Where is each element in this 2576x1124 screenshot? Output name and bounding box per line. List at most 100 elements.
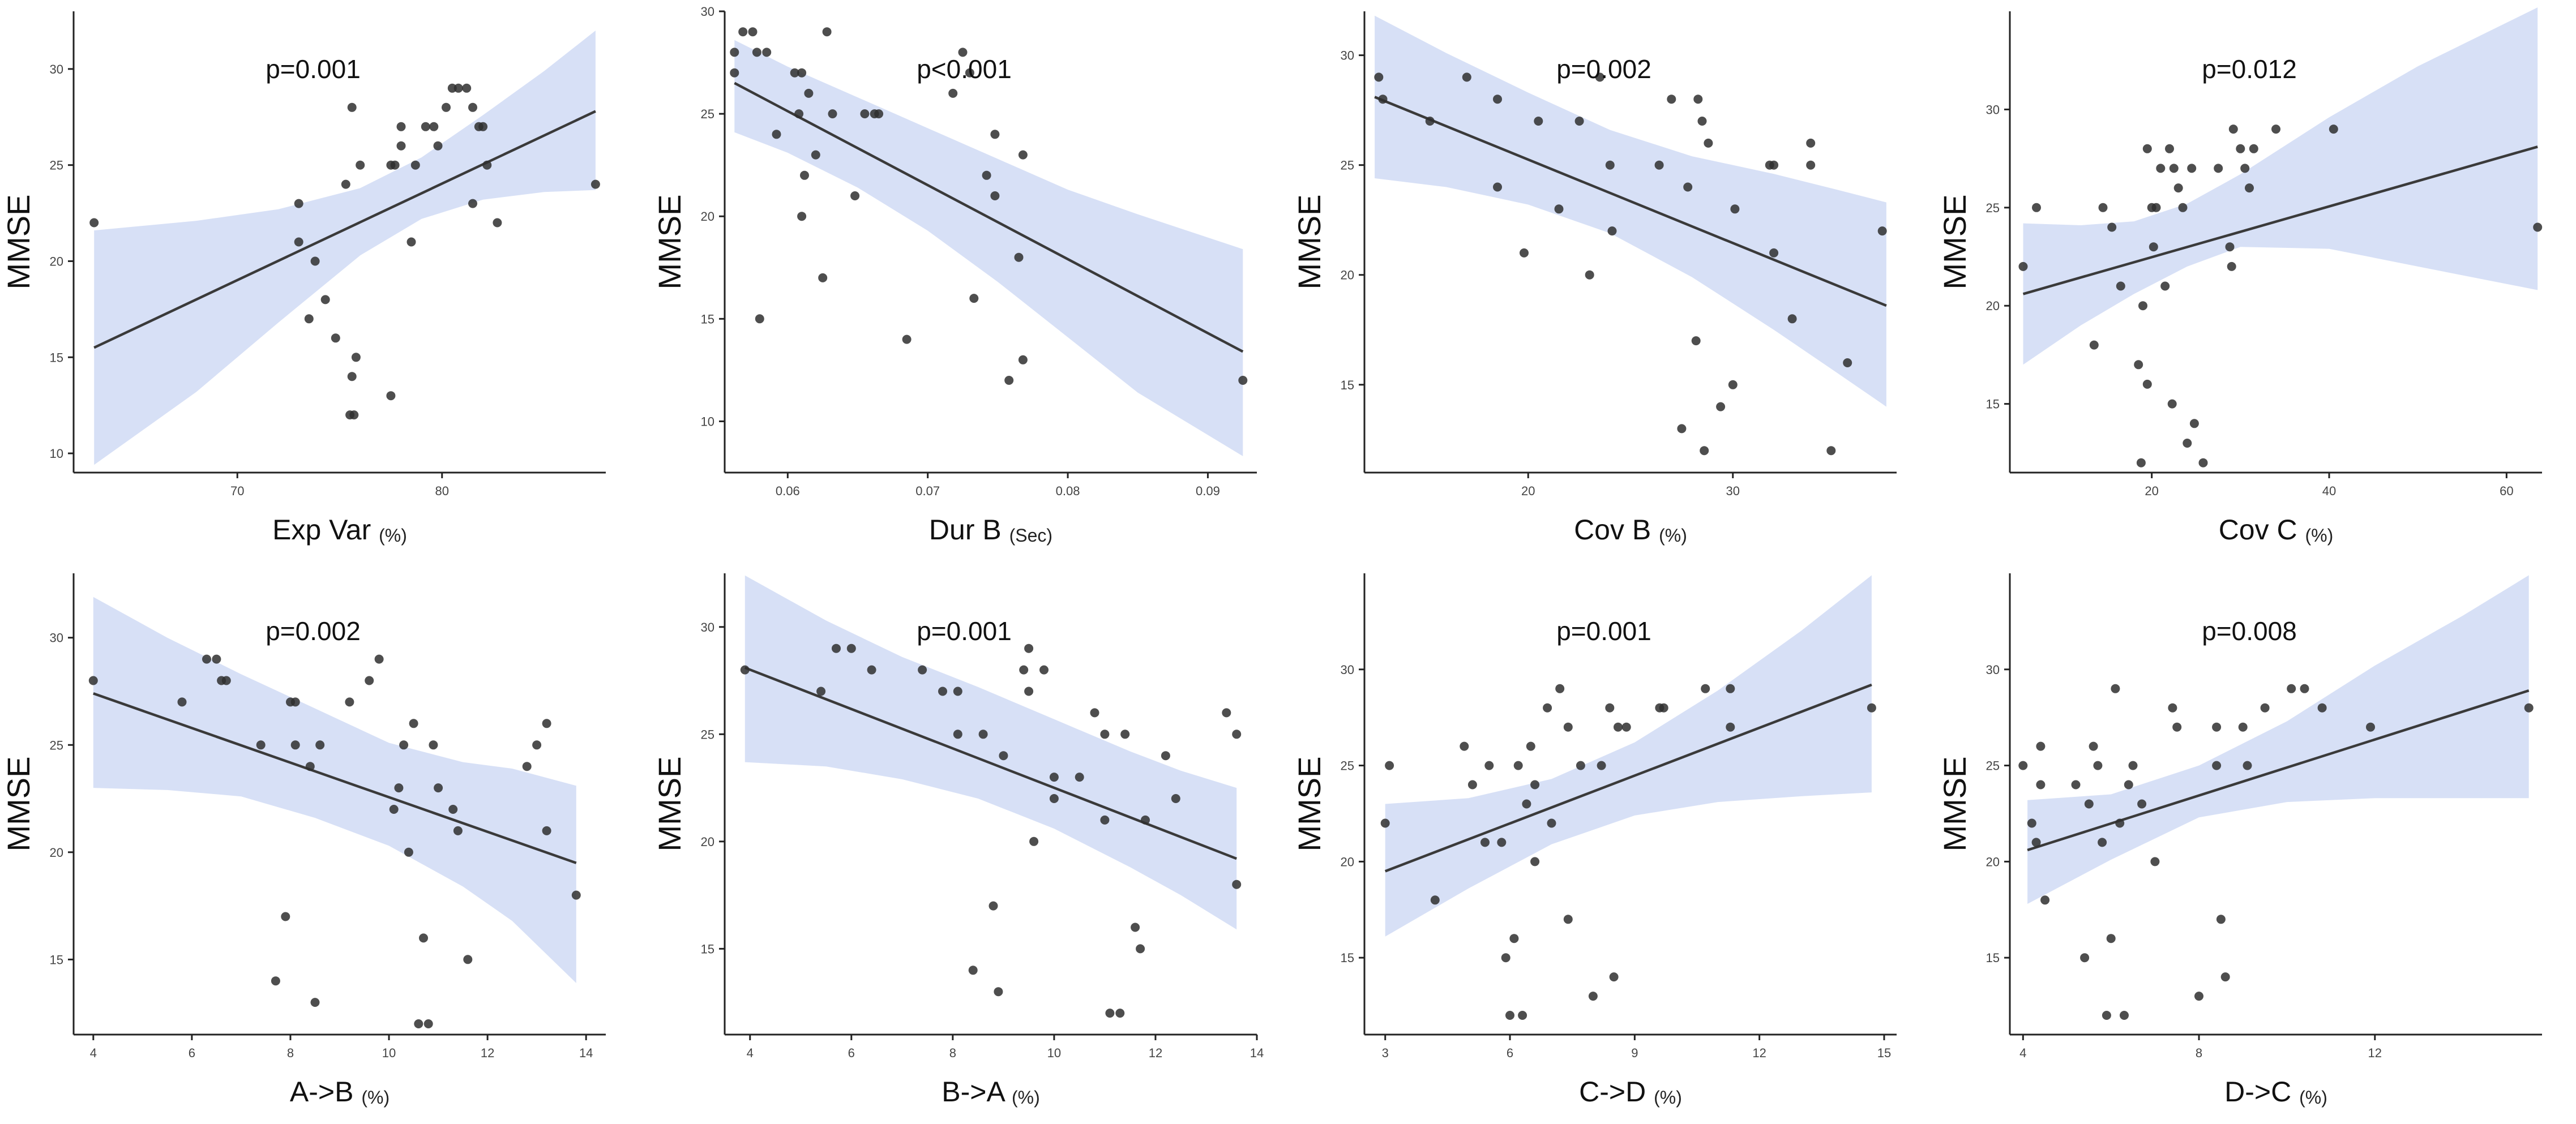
data-point [999,751,1008,761]
data-point [2036,780,2046,790]
data-point [386,391,396,401]
data-point [414,1019,423,1028]
data-point [2212,761,2222,770]
panel-cov-b: 15 20 25 30 20 30 MMSE Cov B (%) p=0.002 [1291,0,1931,560]
y-axis-label: MMSE [1,757,36,852]
data-point [390,160,400,170]
data-point [1806,160,1816,170]
data-point [1867,703,1876,713]
data-point [2317,703,2327,713]
y-tick-label: 20 [1341,268,1354,282]
data-point [294,237,303,247]
confidence-band [1385,575,1872,937]
data-point [2106,934,2116,943]
data-point [1534,117,1543,126]
p-value-annotation: p=0.012 [2202,54,2297,84]
data-point [2243,761,2252,770]
data-point [1547,818,1556,828]
data-point [433,141,443,151]
data-point [2098,838,2107,847]
x-tick-label: 20 [2145,484,2158,498]
data-point [2032,203,2041,212]
data-point [1806,138,1816,148]
data-point [994,987,1003,997]
data-point [453,826,463,835]
data-point [429,740,438,750]
data-point [2300,684,2309,693]
data-point [374,654,384,664]
data-point [1029,836,1039,846]
data-point [2137,799,2147,809]
data-point [331,333,340,343]
x-axis-unit: (Sec) [1009,525,1052,546]
data-point [271,976,280,986]
x-tick-label: 10 [1047,1046,1061,1060]
data-point [177,697,187,707]
data-point [423,1019,433,1028]
data-point [1726,722,1735,732]
data-point [1701,684,1710,693]
data-point [1161,751,1170,761]
data-point [2165,144,2174,153]
data-point [1769,160,1779,170]
data-point [1232,730,1242,739]
regression-line [744,666,1238,860]
data-point [310,998,320,1007]
data-point [2228,125,2238,134]
x-axis-label: C->D (%) [1579,1076,1682,1108]
data-point [409,719,418,728]
data-point [1513,761,1523,770]
data-point [1222,708,1231,718]
data-point [294,199,303,208]
y-tick-label: 25 [1986,201,2000,215]
data-point [1049,794,1059,803]
data-point [315,740,325,750]
data-point [790,68,799,78]
x-tick-label: 4 [747,1046,754,1060]
data-point [1667,95,1676,104]
data-point [2018,261,2028,271]
data-point [1730,204,1740,214]
data-point [2040,895,2050,905]
x-tick-label: 8 [2196,1046,2202,1060]
data-point [88,676,98,685]
data-point [1509,934,1519,943]
data-point [1501,953,1510,963]
regression-line [734,81,1244,353]
data-point [2142,379,2152,389]
data-point [1497,838,1507,847]
data-point [2216,915,2226,924]
data-point [2036,741,2046,751]
data-point [2198,458,2208,467]
data-point [221,676,231,685]
data-point [1090,708,1099,718]
x-tick-label: 9 [1631,1046,1638,1060]
data-point [493,218,502,228]
data-point [2116,281,2125,291]
y-tick-label: 25 [1341,759,1354,773]
p-value-annotation: p=0.001 [266,54,361,84]
data-point [1378,95,1388,104]
data-point [2366,722,2375,732]
regression-line [93,692,577,864]
x-axis-label: D->C (%) [2224,1076,2327,1108]
y-axis-label: MMSE [652,757,687,852]
scatter-plot: 15 20 25 30 20 30 MMSE Cov B (%) p=0.002 [1291,11,1897,546]
data-point [2071,780,2081,790]
data-point [1049,773,1059,782]
data-point [482,160,492,170]
data-point [1877,226,1887,236]
data-point [1014,252,1024,262]
data-point [2142,144,2152,153]
data-point [846,643,856,653]
data-point [1526,741,1535,751]
data-point [2098,203,2108,212]
panel-c-to-d: 15 20 25 30 3 6 9 12 15 MMSE C->D (%) p=0.001 [1291,562,1931,1122]
data-point [1380,818,1390,828]
x-tick-label: 4 [90,1046,97,1060]
data-point [748,27,758,37]
data-point [1576,761,1585,770]
x-axis-unit: (%) [379,525,407,546]
data-point [2134,360,2143,370]
